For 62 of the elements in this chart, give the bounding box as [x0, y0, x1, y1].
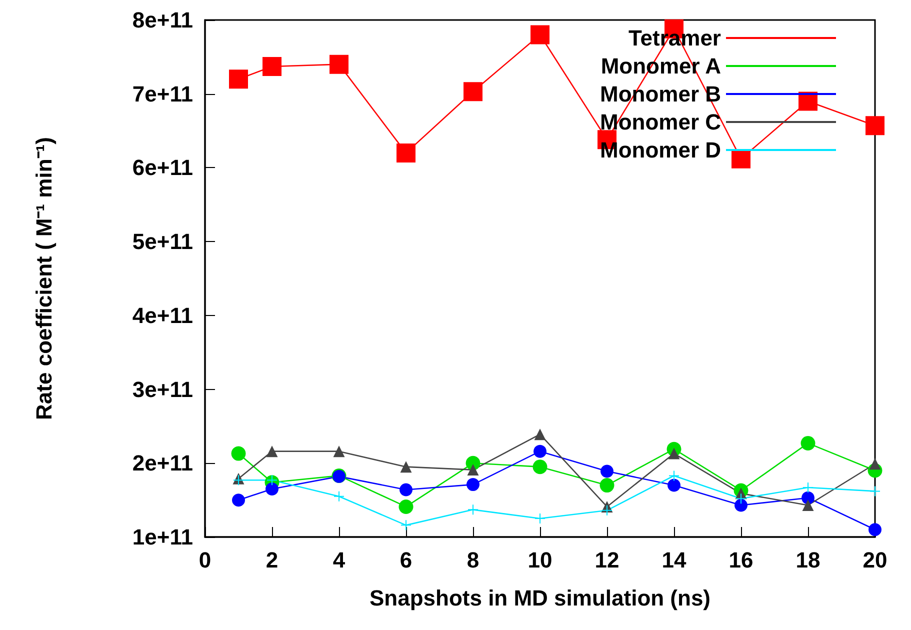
point — [669, 470, 679, 481]
point — [400, 483, 412, 496]
point — [467, 464, 479, 476]
point — [231, 446, 246, 461]
point — [600, 478, 614, 493]
point — [401, 520, 411, 530]
point — [266, 446, 278, 458]
y-tick-label: 4e+11 — [132, 302, 193, 328]
point — [333, 446, 345, 458]
point — [736, 494, 746, 504]
y-tick-label: 3e+11 — [132, 376, 193, 402]
point — [866, 116, 884, 136]
point — [262, 57, 282, 76]
point — [400, 461, 412, 473]
point — [870, 486, 880, 496]
point — [803, 482, 813, 493]
point — [802, 491, 814, 504]
point — [734, 498, 748, 512]
point — [266, 482, 278, 496]
x-tick-label: 6 — [400, 548, 412, 572]
x-tick-label: 14 — [662, 548, 687, 572]
point — [802, 499, 814, 511]
point — [869, 458, 881, 470]
y-tick-label: 1e+11 — [132, 524, 193, 550]
y-tick-label: 2e+11 — [132, 450, 193, 476]
point — [800, 436, 816, 450]
x-tick-label: 18 — [796, 548, 820, 572]
x-tick-label: 4 — [332, 548, 346, 572]
y-tick-label: 6e+11 — [132, 155, 193, 180]
point — [534, 444, 546, 458]
point — [330, 54, 348, 74]
point — [229, 70, 248, 89]
y-tick-label: 7e+11 — [132, 81, 193, 106]
y-tick-label: 8e+11 — [132, 8, 193, 32]
x-tick-label: 16 — [728, 548, 754, 572]
point — [464, 82, 482, 102]
x-tick-label: 20 — [862, 548, 888, 572]
x-axis-title: Snapshots in MD simulation (ns) — [369, 586, 711, 610]
point — [232, 494, 245, 507]
point — [668, 448, 680, 460]
point — [398, 499, 414, 514]
point — [732, 149, 750, 168]
x-tick-label: 10 — [528, 548, 552, 572]
x-tick-label: 12 — [594, 548, 620, 572]
y-tick-label: 5e+11 — [132, 229, 193, 254]
x-tick-label: 8 — [466, 548, 480, 572]
point — [532, 460, 548, 474]
point — [468, 504, 478, 515]
point — [668, 478, 680, 492]
point — [396, 143, 416, 162]
point — [530, 25, 550, 44]
x-tick-label: 2 — [266, 548, 278, 572]
point — [466, 478, 480, 492]
legend-label: Monomer D — [600, 138, 721, 162]
point — [600, 464, 614, 478]
point — [534, 428, 546, 440]
point — [602, 505, 612, 516]
point — [234, 475, 244, 486]
point — [535, 514, 545, 524]
point — [334, 491, 344, 502]
x-tick-label: 0 — [198, 548, 212, 572]
y-axis-title: Rate coefficient ( M⁻¹ min⁻¹) — [32, 137, 56, 420]
